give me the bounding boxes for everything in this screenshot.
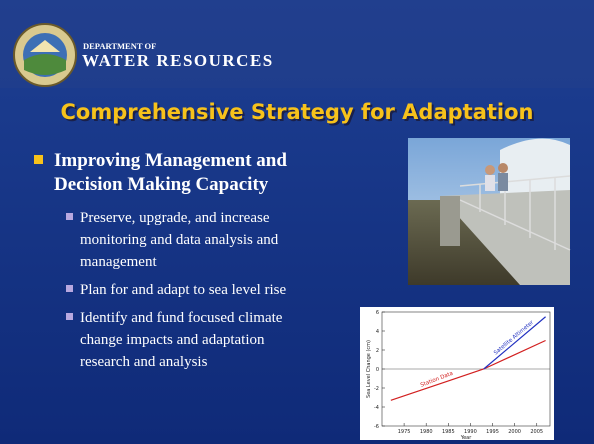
slide: DEPARTMENT OF WATER RESOURCES Comprehens… — [0, 0, 594, 444]
org-line2: WATER RESOURCES — [82, 51, 274, 70]
y-tick-label: -4 — [374, 405, 379, 411]
sub-bullet-marker — [66, 285, 73, 292]
org-line1: DEPARTMENT OF — [83, 41, 156, 51]
photo — [408, 138, 570, 285]
sub-bullet-marker — [66, 213, 73, 220]
y-tick-label: 2 — [376, 348, 379, 354]
x-tick-label: 2000 — [508, 429, 521, 435]
page: {"header": {"org_line1": "DEPARTMENT OF"… — [0, 0, 594, 444]
seal-logo — [14, 24, 76, 86]
x-tick-label: 1980 — [420, 429, 433, 435]
y-tick-label: 4 — [376, 329, 379, 335]
sub-bullet-text: monitoring and data analysis and — [80, 232, 279, 248]
slide-title: Comprehensive Strategy for Adaptation — [61, 100, 534, 124]
y-tick-label: 0 — [376, 367, 379, 373]
bullet-text: Improving Management and — [54, 150, 287, 171]
sub-bullet-text: Identify and fund focused climate — [80, 310, 283, 326]
y-tick-label: 6 — [376, 310, 379, 316]
x-tick-label: 1985 — [442, 429, 455, 435]
y-tick-label: -2 — [374, 386, 379, 392]
sub-bullet-text: change impacts and adaptation — [80, 332, 265, 348]
sub-bullet-text: research and analysis — [80, 354, 208, 370]
x-tick-label: 2005 — [530, 429, 543, 435]
sub-bullet-text: Plan for and adapt to sea level rise — [80, 282, 287, 298]
x-tick-label: 1975 — [398, 429, 411, 435]
y-axis-label: Sea Level Change (cm) — [366, 340, 372, 398]
bullet-text: Decision Making Capacity — [54, 174, 269, 195]
sub-bullet-marker — [66, 313, 73, 320]
sub-bullet-text: management — [80, 254, 157, 270]
bullet-marker — [34, 155, 43, 164]
sub-bullet-text: Preserve, upgrade, and increase — [80, 210, 270, 226]
x-tick-label: 1995 — [486, 429, 499, 435]
y-tick-label: -6 — [374, 424, 379, 430]
x-axis-label: Year — [460, 435, 473, 441]
